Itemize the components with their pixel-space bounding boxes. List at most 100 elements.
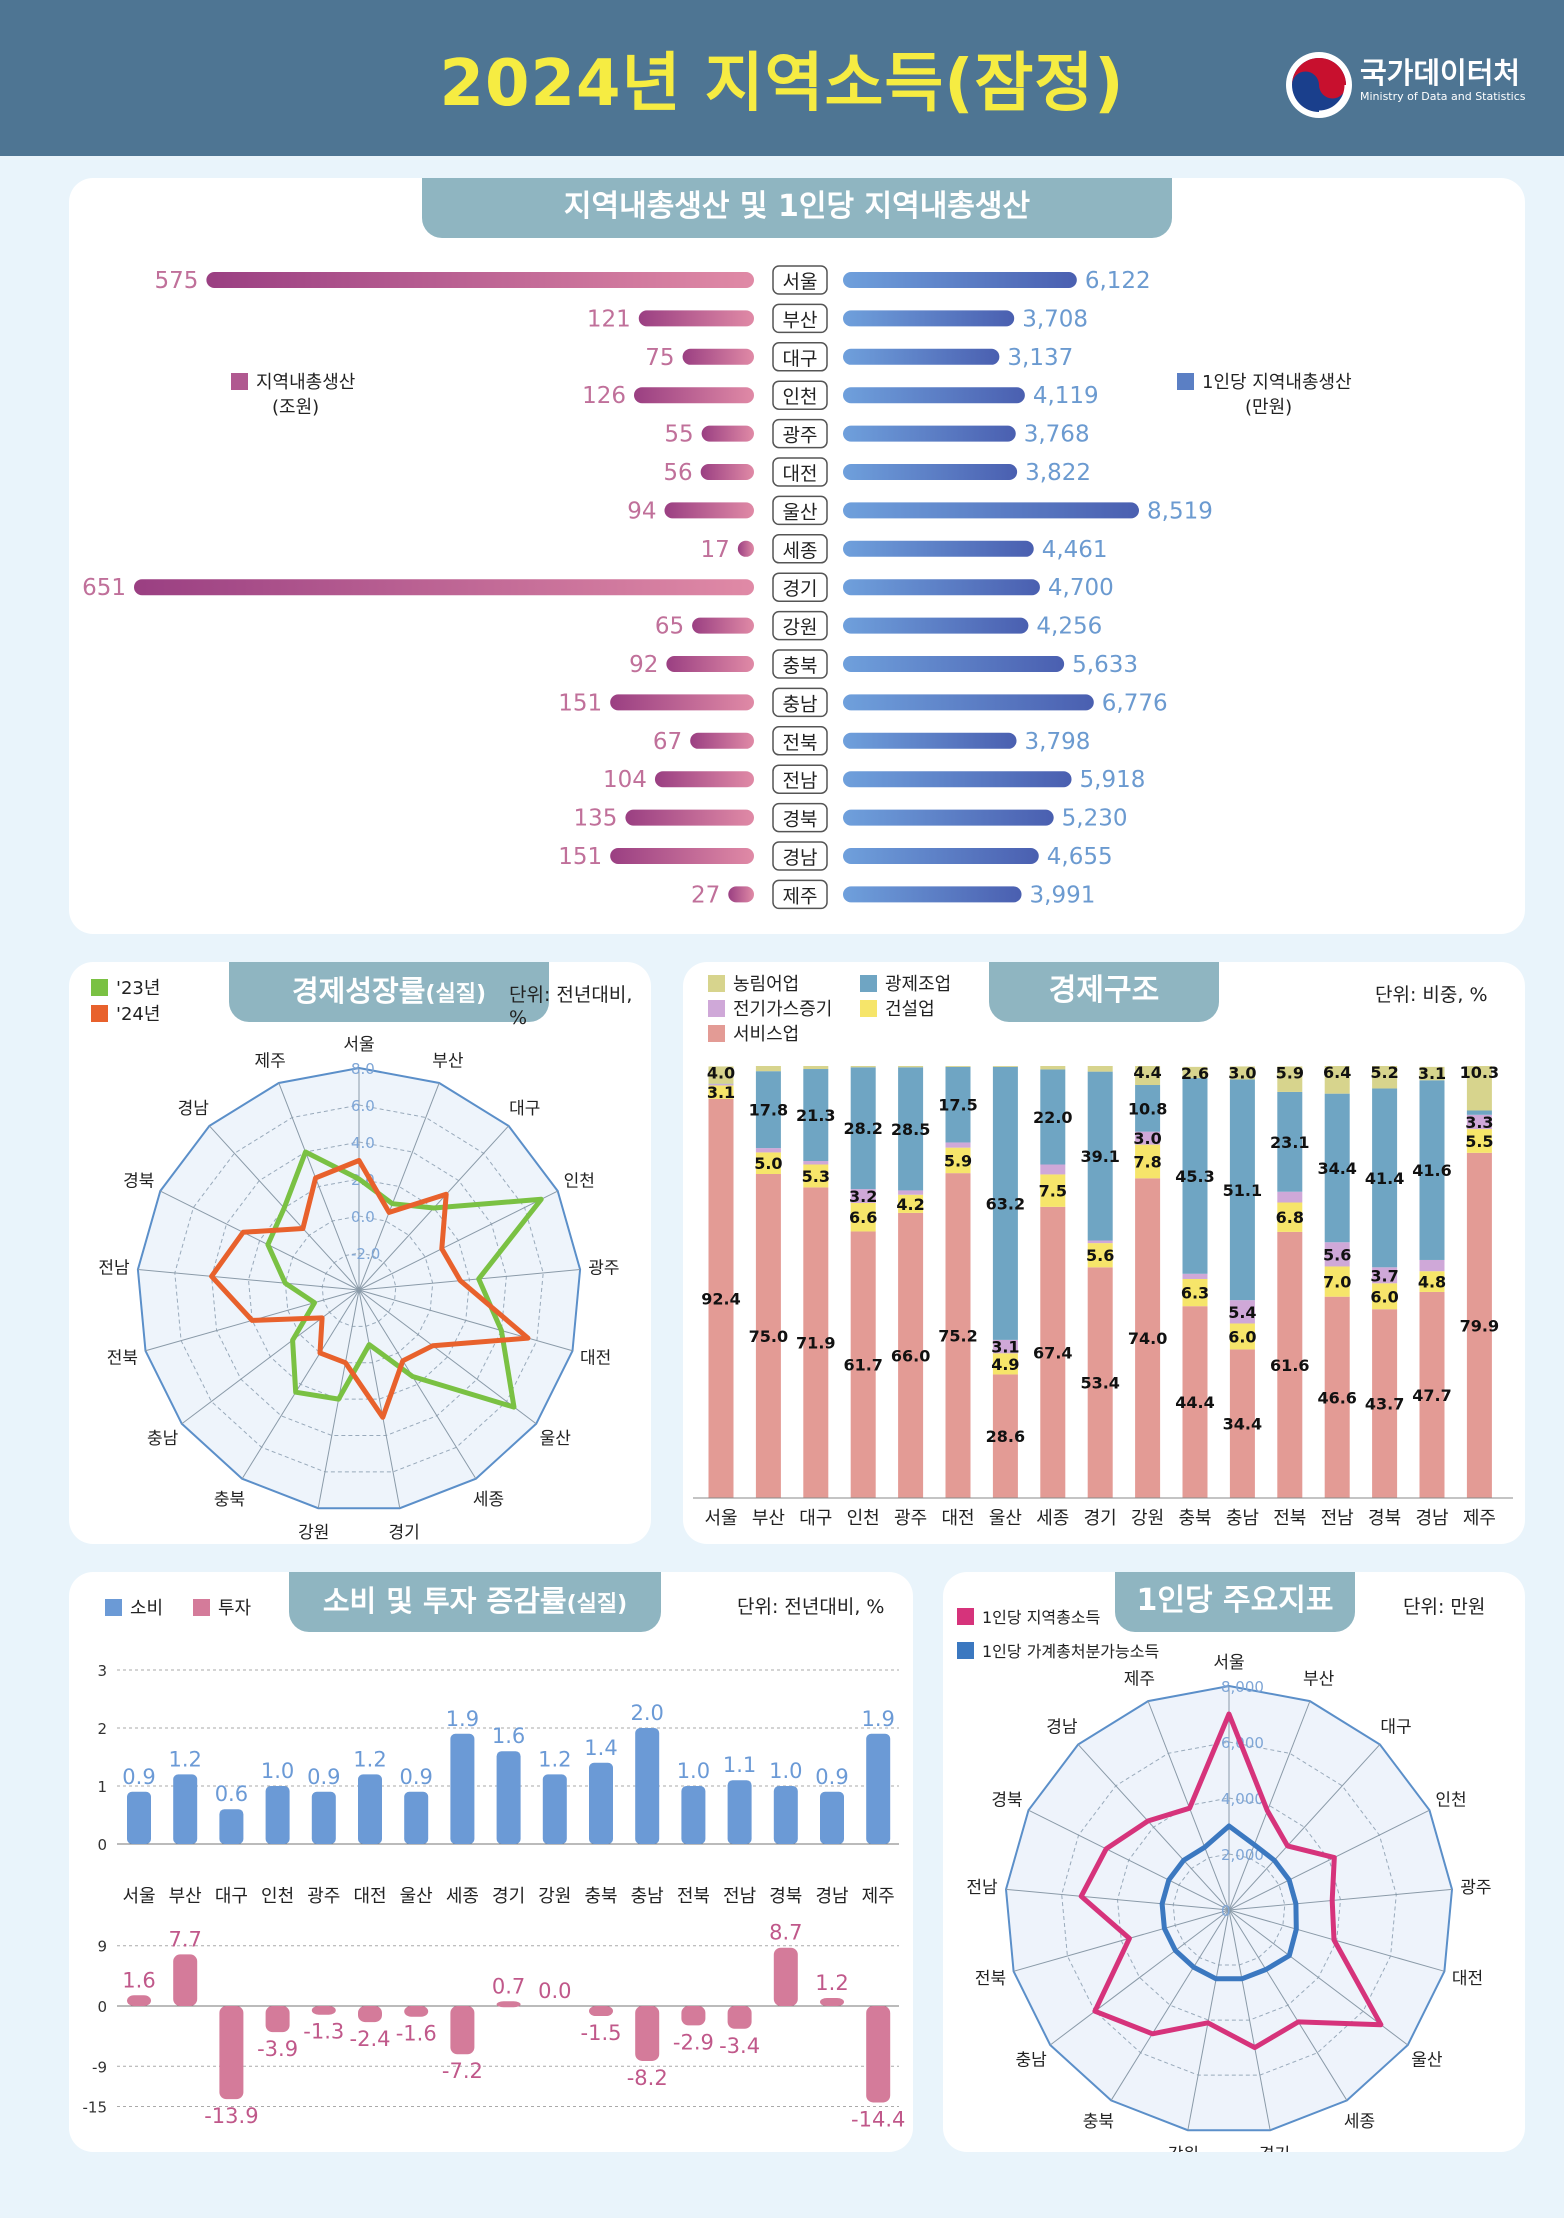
radar-axis-label: 전북 bbox=[107, 1348, 138, 1368]
grdp-value-label: 55 bbox=[664, 422, 693, 448]
structure-bar-segment bbox=[1372, 1088, 1398, 1268]
per-capita-value-label: 4,461 bbox=[1042, 537, 1108, 563]
page-title: 2024년 지역소득(잠정) bbox=[439, 47, 1125, 121]
structure-bar-segment bbox=[1229, 1066, 1255, 1080]
radar-spoke bbox=[358, 1289, 477, 1480]
investment-bar bbox=[173, 1954, 198, 2006]
consumption-value-label: 1.0 bbox=[261, 1759, 294, 1783]
consumption-bar bbox=[681, 1786, 706, 1844]
cons-category-label: 대전 bbox=[353, 1886, 386, 1907]
cons-tick-label: 0 bbox=[97, 1836, 107, 1854]
cons-category-label: 전남 bbox=[723, 1886, 756, 1907]
structure-bar-segment bbox=[1372, 1283, 1398, 1310]
grdp-legend-swatch bbox=[231, 372, 248, 390]
region-label-box bbox=[772, 572, 828, 602]
grdp-bar bbox=[690, 732, 754, 749]
structure-bar-segment bbox=[850, 1066, 876, 1068]
consumption-value-label: 1.9 bbox=[446, 1707, 479, 1731]
radar-axis-label: 제주 bbox=[1124, 1670, 1155, 1690]
radar-spoke bbox=[1228, 1888, 1453, 1911]
radar-axis-label: 강원 bbox=[1168, 2145, 1199, 2152]
structure-bar-segment bbox=[992, 1066, 1018, 1067]
structure-value-label: 4.8 bbox=[1418, 1273, 1446, 1292]
legend-investment: 투자 bbox=[193, 1594, 251, 1620]
grdp-value-label: 75 bbox=[645, 345, 674, 371]
structure-bar-segment bbox=[1419, 1271, 1445, 1292]
radar-axis-label: 경남 bbox=[1046, 1718, 1078, 1738]
legend-consumption: 소비 bbox=[105, 1594, 163, 1620]
structure-category-label: 전남 bbox=[1321, 1508, 1354, 1529]
per-capita-value-label: 3,768 bbox=[1024, 422, 1090, 448]
region-label: 대전 bbox=[783, 463, 818, 485]
radar-spoke bbox=[358, 1082, 440, 1291]
structure-value-label: 75.2 bbox=[938, 1327, 977, 1346]
structure-category-label: 충북 bbox=[1178, 1508, 1211, 1529]
grdp-value-label: 56 bbox=[663, 460, 692, 486]
radar-grid-ring bbox=[247, 1178, 471, 1400]
radar-tick-label: 4.0 bbox=[351, 1134, 375, 1152]
structure-category-label: 대구 bbox=[799, 1508, 832, 1529]
radar-axis-label: 대전 bbox=[580, 1348, 611, 1368]
structure-value-label: 61.6 bbox=[1270, 1356, 1309, 1375]
structure-value-label: 3.7 bbox=[1370, 1266, 1398, 1285]
region-label: 울산 bbox=[783, 501, 818, 523]
structure-value-label: 3.0 bbox=[1133, 1129, 1161, 1148]
radar-spoke bbox=[241, 1289, 360, 1480]
structure-value-label: 61.7 bbox=[843, 1356, 882, 1375]
grdp-bar bbox=[610, 694, 754, 711]
structure-value-label: 74.0 bbox=[1128, 1329, 1167, 1348]
per-capita-value-label: 8,519 bbox=[1147, 498, 1213, 524]
region-label-box bbox=[772, 534, 828, 564]
investment-value-label: -8.2 bbox=[627, 2066, 668, 2090]
structure-bar-segment bbox=[898, 1067, 924, 1191]
grdp-bar bbox=[638, 310, 754, 327]
structure-value-label: 79.9 bbox=[1460, 1316, 1499, 1335]
legend-label-investment: 투자 bbox=[218, 1598, 252, 1619]
investment-value-label: -1.5 bbox=[581, 2021, 622, 2045]
structure-value-label: 66.0 bbox=[891, 1346, 930, 1365]
per-capita-bar bbox=[843, 540, 1034, 557]
grdp-bar bbox=[700, 464, 754, 480]
radar-axis-label: 부산 bbox=[1303, 1670, 1335, 1690]
consumption-value-label: 1.6 bbox=[492, 1724, 525, 1748]
legend-gross-income: 1인당 지역총소득 bbox=[957, 1604, 1100, 1628]
structure-bar-segment bbox=[898, 1190, 924, 1195]
structure-bar-segment bbox=[1087, 1071, 1113, 1241]
investment-value-label: -7.2 bbox=[442, 2059, 483, 2083]
grdp-value-label: 151 bbox=[558, 844, 602, 870]
structure-bar-segment bbox=[850, 1231, 876, 1498]
structure-unit: 단위: 비중, % bbox=[1375, 984, 1488, 1006]
structure-value-label: 3.2 bbox=[849, 1187, 877, 1206]
structure-bar-segment bbox=[1040, 1069, 1066, 1165]
region-label: 충북 bbox=[783, 655, 818, 677]
consumption-value-label: 2.0 bbox=[630, 1701, 663, 1725]
structure-category-label: 충남 bbox=[1226, 1508, 1259, 1529]
inv-tick-label: 9 bbox=[97, 1938, 107, 1956]
radar-grid-ring bbox=[321, 1252, 397, 1327]
cons-category-label: 제주 bbox=[862, 1886, 895, 1907]
legend-utility: 전기가스증기 bbox=[708, 995, 832, 1021]
structure-bar-segment bbox=[1372, 1267, 1398, 1284]
radar-tick-label: 4,000 bbox=[1221, 1790, 1264, 1808]
per-capita-bar bbox=[843, 579, 1040, 596]
per-capita-legend-unit: (만원) bbox=[1245, 397, 1293, 418]
cons-category-label: 세종 bbox=[446, 1886, 479, 1907]
region-label-box bbox=[772, 495, 828, 526]
structure-bar-segment bbox=[1135, 1085, 1161, 1132]
grdp-value-label: 104 bbox=[603, 767, 647, 793]
radar-axis-label: 충북 bbox=[1083, 2112, 1114, 2132]
structure-bar-segment bbox=[1229, 1300, 1255, 1324]
cons-inv-panel: 소비 및 투자 증감률(실질) 단위: 전년대비, % 소비 투자 bbox=[69, 1572, 913, 2152]
radar-axis-label: 경남 bbox=[178, 1099, 210, 1119]
legend-label-consumption: 소비 bbox=[130, 1598, 164, 1619]
per-capita-bar bbox=[843, 771, 1072, 788]
region-label-box bbox=[772, 726, 828, 756]
structure-bar-segment bbox=[945, 1173, 971, 1498]
structure-value-label: 53.4 bbox=[1080, 1374, 1119, 1393]
legend-swatch-construction bbox=[860, 999, 877, 1017]
cons-category-label: 광주 bbox=[307, 1886, 340, 1907]
radar-axis-label: 인천 bbox=[1435, 1790, 1466, 1810]
structure-bar-segment bbox=[1466, 1152, 1492, 1498]
structure-value-label: 6.3 bbox=[1181, 1284, 1209, 1303]
region-label: 광주 bbox=[783, 425, 818, 447]
